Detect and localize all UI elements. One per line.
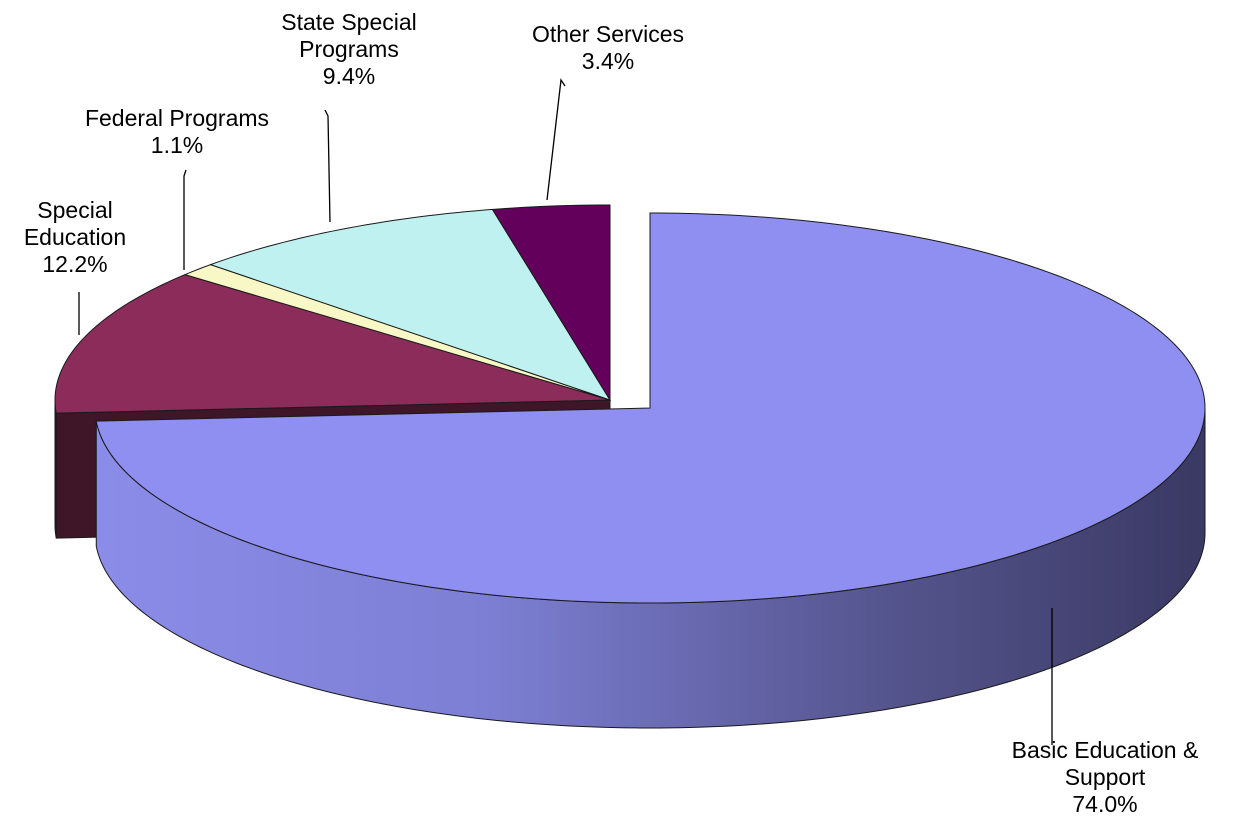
slice-special-education [54, 274, 611, 414]
slice-name-label: Special [37, 197, 112, 223]
slice-label-4: Other Services 3.4% [532, 21, 684, 74]
slice-name-label: Support [1065, 764, 1146, 790]
slice-name-label: State Special [281, 9, 417, 35]
slice-other-services [491, 204, 611, 402]
leader-line-3 [324, 109, 331, 223]
slice-name-label: Education [24, 224, 126, 250]
slice-label-3: State Special Programs 9.4% [281, 9, 417, 89]
slice-name-label: Other Services [532, 21, 684, 47]
slice-value-label: 3.4% [582, 48, 634, 74]
slice-value-label: 74.0% [1072, 791, 1137, 817]
leader-line-4 [546, 78, 566, 201]
slice-basic-education-support [95, 212, 1206, 604]
pie-tops [54, 204, 1206, 604]
slice-value-label: 9.4% [323, 63, 375, 89]
leader-lines [78, 78, 1053, 745]
slice-label-2: Federal Programs 1.1% [85, 105, 269, 158]
slice-labels: Basic Education & Support 74.0% Special Educ… [24, 9, 1198, 817]
slice-name-label: Programs [299, 36, 399, 62]
slice-label-0: Basic Education & Support 74.0% [1012, 737, 1199, 817]
slice-value-label: 12.2% [42, 251, 107, 277]
slice-value-label: 1.1% [151, 132, 203, 158]
slice-label-1: Special Education 12.2% [24, 197, 126, 277]
slice-name-label: Basic Education & [1012, 737, 1199, 763]
slice-state-special-programs [209, 208, 612, 401]
slice-name-label: Federal Programs [85, 105, 269, 131]
leader-line-2 [183, 169, 187, 270]
